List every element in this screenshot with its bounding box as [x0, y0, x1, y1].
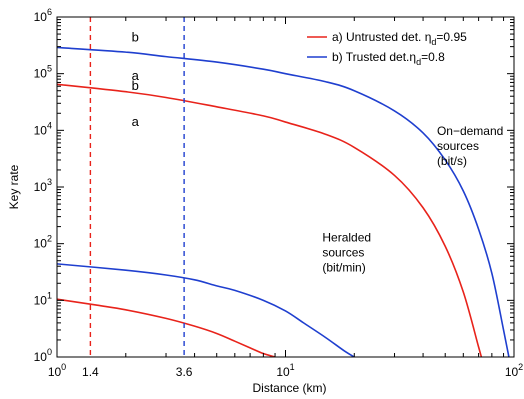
x-axis-title: Distance (km): [252, 381, 326, 395]
x-tick-label: 101: [276, 362, 294, 379]
tick-labels: 100 101 102 1.4 3.6 100 101 102 103 104 105 106: [34, 7, 524, 379]
annotations: On−demandsources(bit/s)Heraldedsources(b…: [322, 124, 503, 274]
x-tick-label: 100: [48, 362, 66, 379]
y-axis-title: Key rate: [7, 164, 21, 209]
y-tick-label: 106: [34, 7, 52, 24]
series-line-heralded-a: [57, 298, 276, 357]
curve-label-b: b: [132, 78, 139, 93]
series-layer: [57, 46, 510, 357]
x-tick-label: 102: [505, 362, 523, 379]
series-line-heralded-b: [57, 263, 355, 357]
annotation-line: (bit/s): [437, 154, 467, 168]
curve-label-a: a: [132, 114, 140, 129]
annotation-line: Heralded: [322, 230, 371, 244]
curve-label-b: b: [132, 29, 139, 44]
y-tick-label: 104: [34, 120, 52, 137]
annotation-line: On−demand: [437, 124, 503, 138]
y-tick-label: 101: [34, 290, 52, 307]
ticks: [56, 17, 514, 358]
reference-lines: [89, 17, 185, 357]
y-tick-label: 100: [34, 347, 52, 364]
curve-label-a: a: [132, 68, 140, 83]
legend-label-a: a) Untrusted det. ηd=0.95: [332, 30, 467, 47]
annotation-line: sources: [322, 245, 364, 259]
legend-label-b: b) Trusted det.ηd=0.8: [332, 50, 445, 67]
legend: a) Untrusted det. ηd=0.95 b) Trusted det.…: [307, 30, 467, 67]
y-tick-label: 103: [34, 177, 52, 194]
x-extra-tick-label: 3.6: [176, 365, 193, 379]
plot-frame: [56, 16, 515, 358]
annotation-line: (bit/min): [322, 260, 365, 274]
y-tick-label: 105: [34, 64, 52, 81]
x-extra-tick-label: 1.4: [82, 365, 99, 379]
series-line-on-demand-b: [57, 46, 510, 357]
annotation-line: sources: [437, 139, 479, 153]
series-line-on-demand-a: [57, 83, 483, 357]
y-tick-label: 102: [34, 234, 52, 251]
